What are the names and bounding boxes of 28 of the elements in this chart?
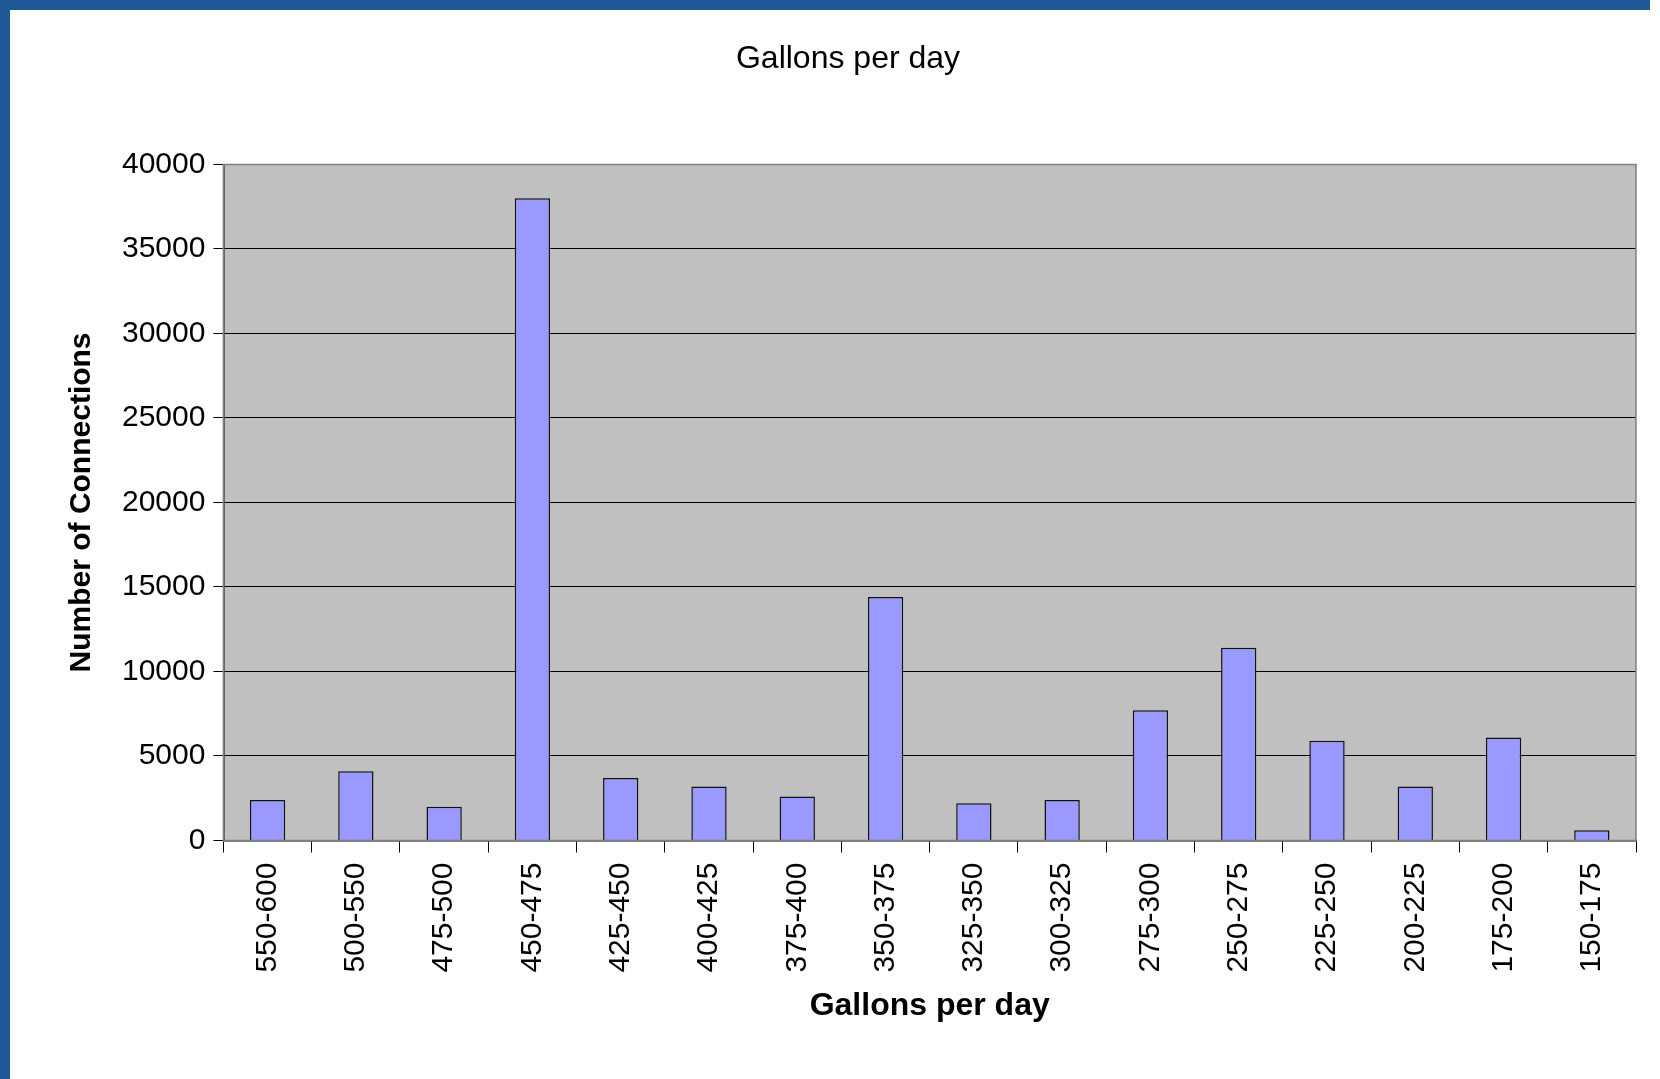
y-axis-title: Number of Connections — [63, 332, 97, 673]
x-tick-label: 425-450 — [601, 862, 635, 973]
x-tick-label: 300-325 — [1043, 862, 1077, 973]
y-tick-label: 30000 — [121, 314, 206, 348]
y-tick-label: 10000 — [121, 652, 206, 686]
x-axis-title: Gallons per day — [809, 985, 1050, 1022]
y-tick-label: 40000 — [121, 145, 206, 179]
x-tick-label: 200-225 — [1396, 862, 1430, 973]
y-tick-label: 5000 — [138, 737, 206, 771]
y-tick-label: 25000 — [121, 399, 206, 433]
x-tick-label: 500-550 — [337, 862, 371, 973]
y-tick-label: 0 — [188, 821, 206, 855]
x-tick-label: 450-475 — [513, 862, 547, 973]
x-tick-label: 475-500 — [425, 862, 459, 973]
x-tick-label: 400-425 — [690, 862, 724, 973]
x-tick-label: 350-375 — [866, 862, 900, 973]
x-tick-label: 275-300 — [1131, 862, 1165, 973]
x-tick-label: 550-600 — [248, 862, 282, 973]
x-tick-label: 375-400 — [778, 862, 812, 973]
y-tick-label: 20000 — [121, 483, 206, 517]
x-tick-label: 150-175 — [1573, 862, 1607, 973]
chart-title: Gallons per day — [735, 39, 961, 76]
x-tick-label: 250-275 — [1219, 862, 1253, 973]
y-tick-label: 35000 — [121, 230, 206, 264]
x-tick-label: 325-350 — [955, 862, 989, 973]
x-tick-label: 225-250 — [1308, 862, 1342, 973]
y-tick-label: 15000 — [121, 568, 206, 602]
x-tick-label: 175-200 — [1484, 862, 1518, 973]
